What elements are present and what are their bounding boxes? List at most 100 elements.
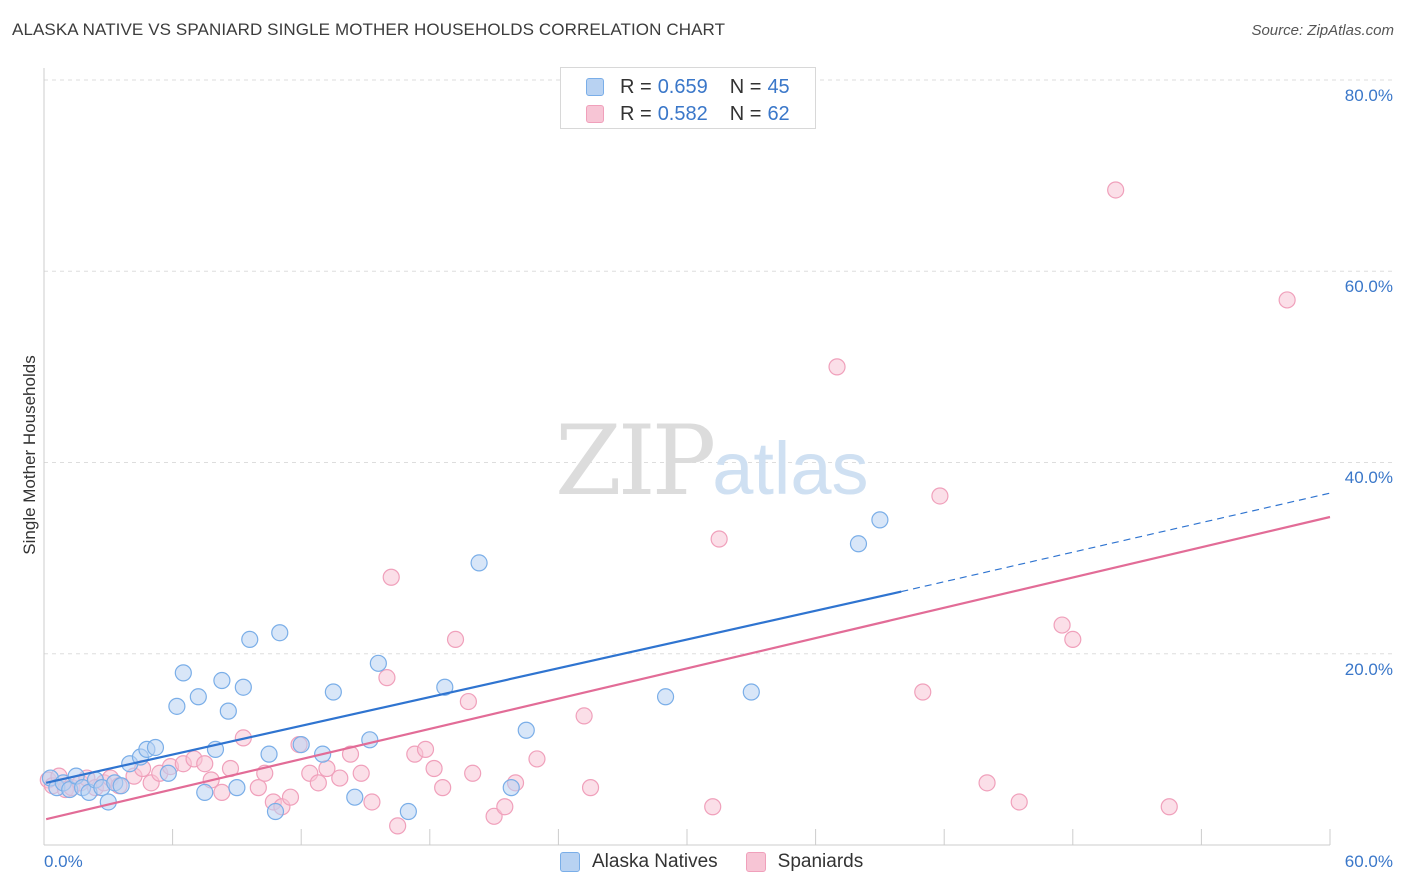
data-point (309, 774, 327, 792)
spaniards-swatch (586, 105, 604, 123)
data-point (1064, 630, 1082, 649)
data-point (260, 745, 278, 763)
data-point (1160, 798, 1178, 816)
data-point (378, 669, 396, 687)
r-label: R = (620, 75, 652, 98)
data-point (485, 807, 503, 825)
data-point (496, 798, 514, 816)
n-label: N = (729, 102, 762, 125)
data-point (271, 624, 289, 642)
data-point (382, 568, 400, 586)
data-point (1107, 181, 1125, 199)
alaska-natives-swatch (586, 78, 604, 96)
data-point (849, 535, 868, 553)
data-point (228, 779, 246, 797)
data-point (528, 750, 546, 768)
r-label: R = (620, 102, 652, 125)
data-point (704, 798, 722, 816)
correlation-legend: R = 0.659 N = 45 R = 0.582 N = 62 (560, 67, 816, 129)
source-credit: Source: ZipAtlas.com (1251, 22, 1394, 39)
r-value: 0.582 (657, 102, 708, 125)
data-point (581, 779, 600, 797)
data-point (189, 688, 207, 706)
data-point (425, 759, 443, 778)
data-point (710, 530, 728, 548)
data-point (112, 777, 130, 795)
data-point (871, 511, 889, 529)
alaska-natives-trend-extension (901, 492, 1331, 593)
data-point (352, 764, 370, 782)
n-value: 62 (767, 102, 790, 125)
data-point (292, 735, 310, 754)
trend-lines (45, 492, 1331, 821)
data-point (241, 630, 259, 649)
data-point (742, 683, 760, 701)
data-point (1010, 793, 1028, 811)
data-point (464, 764, 482, 782)
legend-item-spaniards[interactable]: Spaniards (745, 851, 864, 873)
y-tick-label-40: 40.0% (1344, 468, 1393, 487)
chart-title: ALASKA NATIVE VS SPANIARD SINGLE MOTHER … (12, 20, 726, 39)
spaniards-points (39, 181, 1296, 835)
r-value: 0.659 (657, 75, 708, 98)
data-point (168, 697, 186, 715)
data-point (399, 802, 417, 821)
data-point (219, 702, 237, 720)
data-point (416, 740, 435, 758)
y-tick-label-60: 60.0% (1344, 277, 1393, 296)
data-point (146, 738, 165, 757)
data-point (389, 817, 407, 835)
data-point (341, 745, 360, 763)
legend-row-spaniards: R = 0.582 N = 62 (586, 101, 790, 127)
data-point (931, 487, 949, 505)
data-point (281, 788, 300, 806)
x-tick-label-min: 0.0% (44, 852, 83, 871)
data-point (914, 683, 932, 701)
alaska-natives-swatch (560, 852, 580, 872)
data-point (213, 671, 231, 690)
legend-label: Alaska Natives (592, 851, 718, 872)
data-point (828, 358, 846, 376)
x-tick-label-max: 60.0% (1344, 852, 1393, 871)
data-point (575, 707, 593, 725)
spaniards-swatch (745, 852, 766, 872)
data-point (502, 779, 520, 797)
y-tick-label-80: 80.0% (1344, 86, 1393, 105)
data-point (249, 779, 267, 797)
data-point (331, 769, 349, 787)
data-point (517, 721, 535, 739)
data-point (459, 692, 477, 711)
data-point (978, 774, 996, 792)
data-point (266, 802, 285, 821)
data-point (196, 755, 214, 773)
legend-item-alaska-natives[interactable]: Alaska Natives (560, 851, 718, 873)
data-point (159, 764, 177, 782)
y-tick-label-20: 20.0% (1344, 660, 1393, 679)
data-point (213, 783, 231, 802)
y-axis-label: Single Mother Households (20, 355, 39, 555)
data-point (99, 793, 117, 811)
series-legend: Alaska Natives Spaniards (560, 851, 891, 873)
legend-label: Spaniards (777, 851, 864, 872)
data-point (369, 654, 387, 672)
data-point (346, 788, 364, 806)
data-point (196, 783, 214, 802)
grid-lines (44, 79, 1392, 655)
data-point (434, 779, 452, 797)
alaska-natives-trend-line (45, 590, 902, 784)
n-label: N = (729, 75, 762, 98)
legend-row-alaska-natives: R = 0.659 N = 45 (586, 74, 790, 100)
data-point (446, 630, 465, 649)
data-point (363, 793, 381, 811)
data-point (1053, 616, 1071, 634)
data-point (1278, 291, 1296, 309)
n-value: 45 (767, 75, 790, 98)
data-point (324, 683, 342, 701)
data-point (174, 664, 192, 682)
axes (43, 68, 1331, 846)
data-point (234, 678, 252, 696)
data-point (470, 554, 488, 572)
spaniards-trend-line (45, 515, 1331, 821)
alaska-natives-points (41, 511, 889, 821)
